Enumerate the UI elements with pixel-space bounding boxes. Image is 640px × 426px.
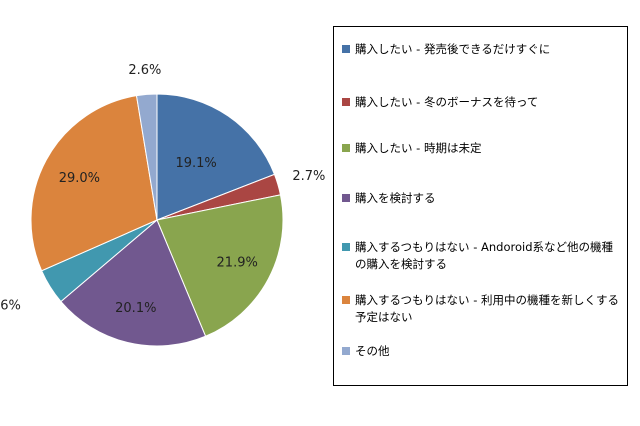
pie-slice-7: [135, 93, 158, 221]
legend-label: その他: [355, 344, 390, 358]
legend-swatch: [342, 144, 350, 152]
legend-item-3: 購入したい - 時期は未定: [342, 140, 624, 157]
data-label-5: 4.6%: [0, 299, 21, 314]
legend: 購入したい - 発売後できるだけすぐに 購入したい - 冬のボーナスを待って 購入し…: [333, 26, 628, 386]
legend-item-7: その他: [342, 343, 624, 360]
data-label-7: 2.6%: [128, 63, 161, 78]
legend-label: 購入したい - 時期は未定: [355, 141, 482, 155]
pie-chart: 19.1% 2.7% 21.9% 20.1% 4.6% 29.0% 2.6%: [0, 63, 325, 347]
legend-label: 購入したい - 冬のボーナスを待って: [355, 95, 539, 109]
legend-item-1: 購入したい - 発売後できるだけすぐに: [342, 41, 624, 58]
legend-label: 購入を検討する: [355, 191, 436, 205]
data-label-2: 2.7%: [292, 169, 325, 184]
data-label-1: 19.1%: [175, 156, 216, 171]
data-label-6: 29.0%: [59, 171, 100, 186]
legend-item-5: 購入するつもりはない - Andoroid系など他の機種の購入を検討する: [342, 239, 624, 273]
pie-slice-3: [156, 194, 284, 337]
legend-swatch: [342, 296, 350, 304]
legend-item-6: 購入するつもりはない - 利用中の機種を新しくする予定はない: [342, 292, 624, 326]
pie-slice-4: [60, 219, 207, 347]
legend-item-2: 購入したい - 冬のボーナスを待って: [342, 94, 624, 111]
data-label-3: 21.9%: [217, 256, 258, 271]
legend-swatch: [342, 45, 350, 53]
legend-swatch: [342, 98, 350, 106]
legend-swatch: [342, 347, 350, 355]
legend-label: 購入したい - 発売後できるだけすぐに: [355, 42, 551, 56]
legend-label: 購入するつもりはない - 利用中の機種を新しくする予定はない: [355, 293, 619, 324]
legend-swatch: [342, 243, 350, 251]
pie-slice-1: [156, 93, 276, 221]
data-label-4: 20.1%: [115, 301, 156, 316]
legend-item-4: 購入を検討する: [342, 190, 624, 207]
legend-label: 購入するつもりはない - Andoroid系など他の機種の購入を検討する: [355, 240, 613, 271]
pie-slice-6: [30, 95, 158, 272]
legend-swatch: [342, 194, 350, 202]
